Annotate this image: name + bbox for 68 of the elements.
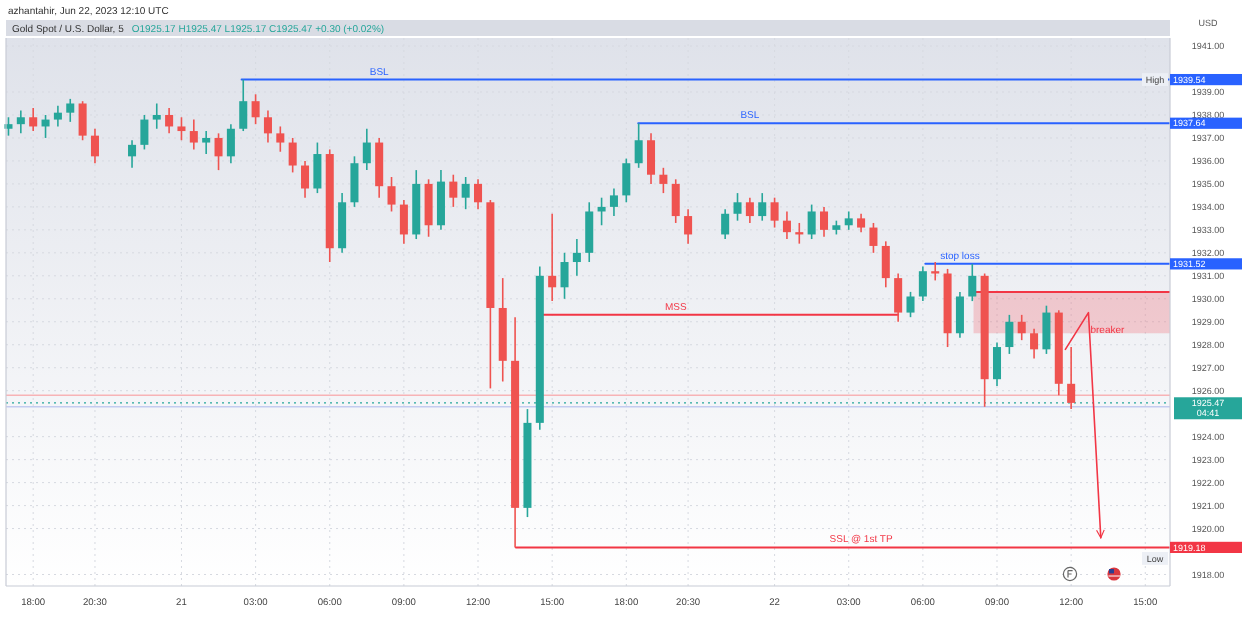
candlestick	[622, 157, 631, 204]
candlestick	[894, 272, 903, 323]
candlestick	[992, 341, 1002, 387]
candlestick	[189, 118, 198, 151]
candlestick	[436, 169, 445, 231]
candlestick	[53, 104, 62, 128]
candlestick	[424, 178, 433, 238]
candlestick	[634, 122, 643, 169]
candlestick	[1017, 314, 1026, 341]
candlestick	[128, 139, 137, 169]
candlestick	[449, 173, 458, 208]
candlestick	[733, 192, 742, 222]
candlestick	[375, 137, 384, 199]
candlestick	[782, 210, 791, 240]
candlestick	[1042, 304, 1051, 355]
candlestick	[338, 192, 347, 254]
candlestick	[918, 265, 927, 302]
candlestick	[177, 116, 186, 142]
candlestick	[758, 192, 767, 222]
candlestick	[647, 132, 656, 185]
candlestick	[659, 167, 668, 194]
candlestick	[1030, 327, 1039, 360]
candlestick	[362, 127, 371, 171]
candlestick	[288, 137, 297, 174]
candlestick	[90, 127, 99, 165]
candlestick	[474, 178, 483, 210]
candlestick	[461, 176, 470, 210]
candlestick	[313, 141, 322, 194]
candlestick	[770, 196, 779, 229]
candlestick	[276, 125, 285, 153]
candlestick	[1005, 314, 1014, 355]
candlestick	[807, 203, 816, 240]
candlestick	[29, 107, 38, 132]
candlestick	[387, 176, 396, 213]
candlestick	[165, 107, 174, 135]
candlestick	[906, 291, 915, 318]
candlestick	[548, 212, 557, 302]
candlestick	[844, 210, 853, 231]
candlestick	[684, 208, 693, 245]
candlestick	[66, 98, 75, 123]
candlestick	[820, 206, 829, 238]
candlestick	[301, 160, 310, 199]
candlestick	[78, 100, 87, 142]
candlestick	[350, 155, 359, 208]
candlestick	[239, 78, 248, 132]
candlestick	[251, 93, 260, 125]
candlestick	[202, 130, 211, 155]
candlestick	[152, 102, 161, 130]
candlestick	[857, 212, 866, 233]
candlestick	[968, 263, 977, 302]
candlestick	[399, 199, 408, 245]
candlestick	[16, 109, 25, 135]
candlestick	[931, 261, 940, 282]
candlestick	[745, 196, 754, 224]
candlestick	[560, 252, 569, 300]
candlestick	[263, 109, 272, 144]
candlestick	[585, 201, 594, 263]
candlestick	[671, 178, 680, 224]
candlestick	[869, 222, 878, 254]
candlestick	[721, 208, 730, 240]
candlestick	[214, 132, 223, 171]
candlestick	[881, 240, 890, 289]
candlestick	[140, 114, 149, 151]
candlestick	[226, 123, 235, 165]
candlestick	[1067, 346, 1076, 410]
candlestick	[955, 291, 964, 339]
candlestick	[609, 187, 618, 217]
candlestick	[572, 238, 581, 277]
